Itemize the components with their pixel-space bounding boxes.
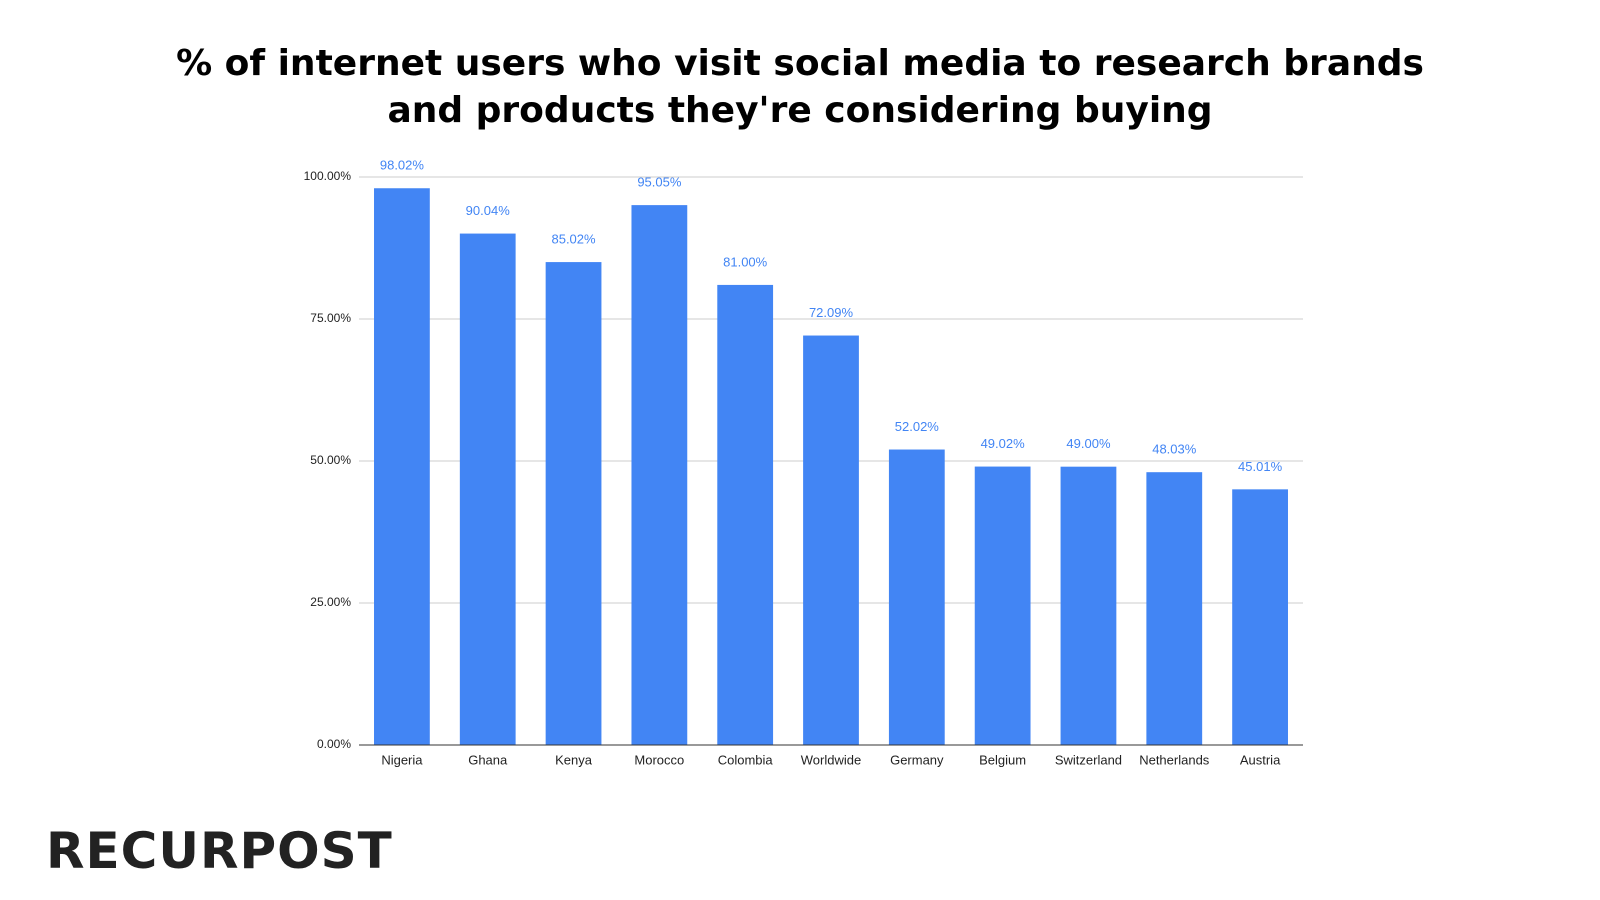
chart: 0.00% 25.00% 50.00% 75.00% 100.00% Nigeria 98.…: [304, 158, 1303, 767]
value-label: 49.02%: [981, 436, 1026, 451]
value-label: 45.01%: [1238, 459, 1283, 474]
bar: [374, 188, 430, 745]
bar: [1232, 489, 1288, 745]
x-tick-label: Netherlands: [1139, 752, 1210, 767]
y-tick-label: 50.00%: [310, 453, 351, 467]
x-tick-label: Germany: [890, 752, 944, 767]
x-tick-label: Colombia: [718, 752, 774, 767]
value-label: 52.02%: [895, 419, 940, 434]
bar: [888, 449, 945, 745]
value-label: 72.09%: [809, 305, 854, 320]
y-tick-label: 75.00%: [310, 311, 351, 325]
x-tick-label: Worldwide: [801, 752, 861, 767]
value-label: 85.02%: [551, 232, 596, 247]
value-label: 95.05%: [637, 175, 682, 190]
x-tick-label: Switzerland: [1055, 752, 1122, 767]
bar: [459, 233, 516, 745]
y-tick-label: 25.00%: [310, 595, 351, 609]
bar: [1060, 466, 1117, 745]
x-tick-label: Morocco: [634, 752, 684, 767]
x-tick-label: Kenya: [555, 752, 593, 767]
bar: [545, 262, 602, 745]
bar: [974, 466, 1031, 745]
bar: [1146, 472, 1203, 745]
x-tick-label: Ghana: [468, 752, 508, 767]
y-tick-label: 0.00%: [317, 737, 351, 751]
bar: [717, 284, 774, 745]
chart-title: % of internet users who visit social med…: [176, 43, 1424, 131]
bar: [631, 205, 688, 746]
x-tick-label: Austria: [1240, 752, 1281, 767]
x-tick-label: Nigeria: [381, 752, 423, 767]
value-label: 49.00%: [1066, 436, 1111, 451]
value-label: 98.02%: [380, 158, 425, 173]
value-label: 81.00%: [723, 254, 768, 269]
logo: RECURPOST: [46, 822, 393, 880]
bar: [803, 335, 859, 745]
value-label: 48.03%: [1152, 442, 1197, 457]
x-tick-label: Belgium: [979, 752, 1026, 767]
value-label: 90.04%: [466, 203, 511, 218]
y-tick-label: 100.00%: [304, 169, 352, 183]
